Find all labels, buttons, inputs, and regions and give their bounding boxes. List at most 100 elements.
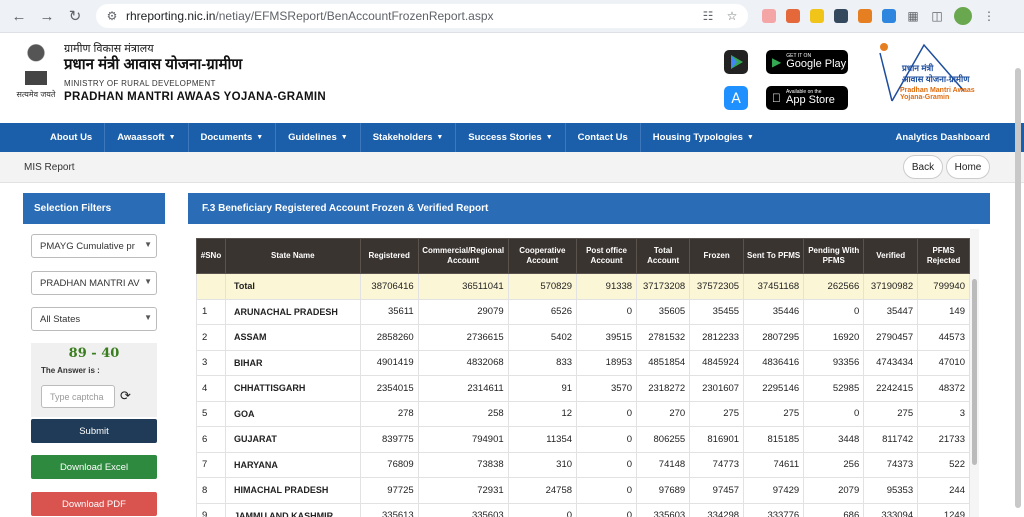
extension-icon[interactable] bbox=[786, 9, 800, 23]
caret-down-icon: ▼ bbox=[436, 134, 444, 141]
value-cell: 37572305 bbox=[689, 273, 745, 300]
back-arrow-icon[interactable]: ← bbox=[11, 7, 27, 25]
download-excel-button[interactable]: Download Excel bbox=[31, 455, 157, 479]
nav-contact-us[interactable]: Contact Us bbox=[566, 123, 641, 152]
value-cell: 6526 bbox=[507, 298, 578, 325]
extension-icon[interactable] bbox=[762, 9, 776, 23]
state-name-cell: CHHATTISGARH bbox=[225, 375, 361, 402]
table-row: 5 GOA 278 258 12 0 270 275 275 0 275 3 bbox=[196, 400, 970, 427]
extension-icon[interactable] bbox=[834, 9, 848, 23]
extension-icon[interactable] bbox=[810, 9, 824, 23]
page-scrollbar[interactable] bbox=[1015, 68, 1021, 508]
download-pdf-button[interactable]: Download PDF bbox=[31, 492, 157, 516]
sidebar-icon[interactable]: ◫ bbox=[931, 9, 943, 23]
address-bar[interactable]: ⚙ rhreporting.nic.in/netiay/EFMSReport/B… bbox=[96, 4, 748, 28]
value-cell: 35447 bbox=[863, 298, 919, 325]
report-content: Selection Filters PMAYG Cumulative pr ▼ P… bbox=[0, 183, 1024, 517]
value-cell: 74611 bbox=[743, 451, 805, 478]
value-cell: 3 bbox=[917, 400, 970, 427]
extensions-bar: ▦ ◫ ⋮ bbox=[762, 7, 996, 25]
scheme-hindi: प्रधान मंत्री आवास योजना-ग्रामीण bbox=[64, 55, 243, 73]
url-text[interactable]: rhreporting.nic.in/netiay/EFMSReport/Ben… bbox=[126, 9, 494, 23]
value-cell: 333094 bbox=[863, 502, 919, 517]
value-cell: 35455 bbox=[689, 298, 745, 325]
column-header: Post office Account bbox=[576, 238, 638, 274]
nav-success-stories[interactable]: Success Stories ▼ bbox=[456, 123, 566, 152]
value-cell: 97457 bbox=[689, 477, 745, 504]
value-cell: 35611 bbox=[359, 298, 419, 325]
app-store-app-icon[interactable]: A bbox=[724, 86, 748, 110]
extension-icon[interactable] bbox=[882, 9, 896, 23]
value-cell: 333776 bbox=[743, 502, 805, 517]
refresh-captcha-icon[interactable]: ⟳ bbox=[120, 388, 131, 403]
value-cell: 37173208 bbox=[636, 273, 691, 300]
home-button[interactable]: Home bbox=[946, 155, 990, 179]
value-cell: 4845924 bbox=[689, 349, 745, 376]
bookmark-star-icon[interactable]: ☆ bbox=[726, 9, 738, 23]
value-cell: 97689 bbox=[636, 477, 691, 504]
value-cell: 91 bbox=[507, 375, 578, 402]
translate-icon[interactable]: ☷ bbox=[702, 9, 714, 23]
captcha-answer-label: The Answer is : bbox=[41, 366, 100, 375]
value-cell: 794901 bbox=[417, 426, 509, 453]
nav-guidelines[interactable]: Guidelines ▼ bbox=[276, 123, 361, 152]
state-name-cell: Total bbox=[225, 273, 361, 300]
caret-down-icon: ▼ bbox=[545, 134, 553, 141]
value-cell: 37190982 bbox=[863, 273, 919, 300]
chevron-down-icon: ▼ bbox=[144, 277, 152, 286]
submit-button[interactable]: Submit bbox=[31, 419, 157, 443]
pmay-g-logo: प्रधान मंत्री आवास योजना-ग्रामीण Pradhan… bbox=[874, 41, 994, 105]
scheme-select[interactable]: PMAYG Cumulative pr ▼ bbox=[31, 234, 157, 258]
value-cell: 310 bbox=[507, 451, 578, 478]
profile-avatar[interactable] bbox=[954, 7, 972, 25]
value-cell: 95353 bbox=[863, 477, 919, 504]
value-cell: 39515 bbox=[576, 324, 638, 351]
value-cell: 275 bbox=[743, 400, 805, 427]
table-total-row: Total 38706416 36511041 570829 91338 37173208… bbox=[196, 273, 970, 300]
value-cell: 0 bbox=[576, 451, 638, 478]
value-cell: 278 bbox=[359, 400, 419, 427]
value-cell: 811742 bbox=[863, 426, 919, 453]
reload-icon[interactable]: ↻ bbox=[68, 8, 82, 25]
play-store-app-icon[interactable] bbox=[724, 50, 748, 74]
value-cell: 35605 bbox=[636, 298, 691, 325]
back-button[interactable]: Back bbox=[903, 155, 943, 179]
chevron-down-icon: ▼ bbox=[144, 240, 152, 249]
value-cell: 11354 bbox=[507, 426, 578, 453]
nav-about-us[interactable]: About Us bbox=[38, 123, 106, 152]
caret-down-icon: ▼ bbox=[168, 134, 176, 141]
extensions-puzzle-icon[interactable]: ▦ bbox=[907, 9, 919, 23]
value-cell: 815185 bbox=[743, 426, 805, 453]
value-cell: 839775 bbox=[359, 426, 419, 453]
nav-housing-typologies[interactable]: Housing Typologies ▼ bbox=[652, 132, 754, 143]
value-cell: 2301607 bbox=[689, 375, 745, 402]
value-cell: 18953 bbox=[576, 349, 638, 376]
forward-arrow-icon[interactable]: → bbox=[39, 7, 55, 25]
value-cell: 2314611 bbox=[417, 375, 509, 402]
sno-cell: 3 bbox=[196, 349, 226, 376]
google-play-button[interactable]: ▶ GET IT ON Google Play bbox=[766, 50, 848, 74]
site-info-icon[interactable]: ⚙ bbox=[106, 9, 118, 23]
report-table-container[interactable]: #SNo State Name Registered Commercial/Regio… bbox=[196, 238, 980, 517]
column-header: Registered bbox=[359, 238, 419, 274]
nav-awaassoft[interactable]: Awaassoft ▼ bbox=[105, 123, 189, 152]
value-cell: 48372 bbox=[917, 375, 970, 402]
table-scrollbar-thumb[interactable] bbox=[972, 279, 977, 465]
extension-icon[interactable] bbox=[858, 9, 872, 23]
value-cell: 522 bbox=[917, 451, 970, 478]
value-cell: 2318272 bbox=[636, 375, 691, 402]
value-cell: 570829 bbox=[507, 273, 578, 300]
nav-analytics-dashboard[interactable]: Analytics Dashboard bbox=[895, 132, 991, 143]
nav-stakeholders[interactable]: Stakeholders ▼ bbox=[361, 123, 457, 152]
nav-documents[interactable]: Documents ▼ bbox=[189, 123, 277, 152]
caret-down-icon: ▼ bbox=[256, 134, 264, 141]
value-cell: 74773 bbox=[689, 451, 745, 478]
captcha-input[interactable]: Type captcha bbox=[41, 385, 115, 408]
value-cell: 37451168 bbox=[743, 273, 805, 300]
value-cell: 93356 bbox=[803, 349, 865, 376]
state-select[interactable]: All States ▼ bbox=[31, 307, 157, 331]
menu-dots-icon[interactable]: ⋮ bbox=[983, 9, 995, 23]
program-select[interactable]: PRADHAN MANTRI AV ▼ bbox=[31, 271, 157, 295]
sno-cell: 4 bbox=[196, 375, 226, 402]
